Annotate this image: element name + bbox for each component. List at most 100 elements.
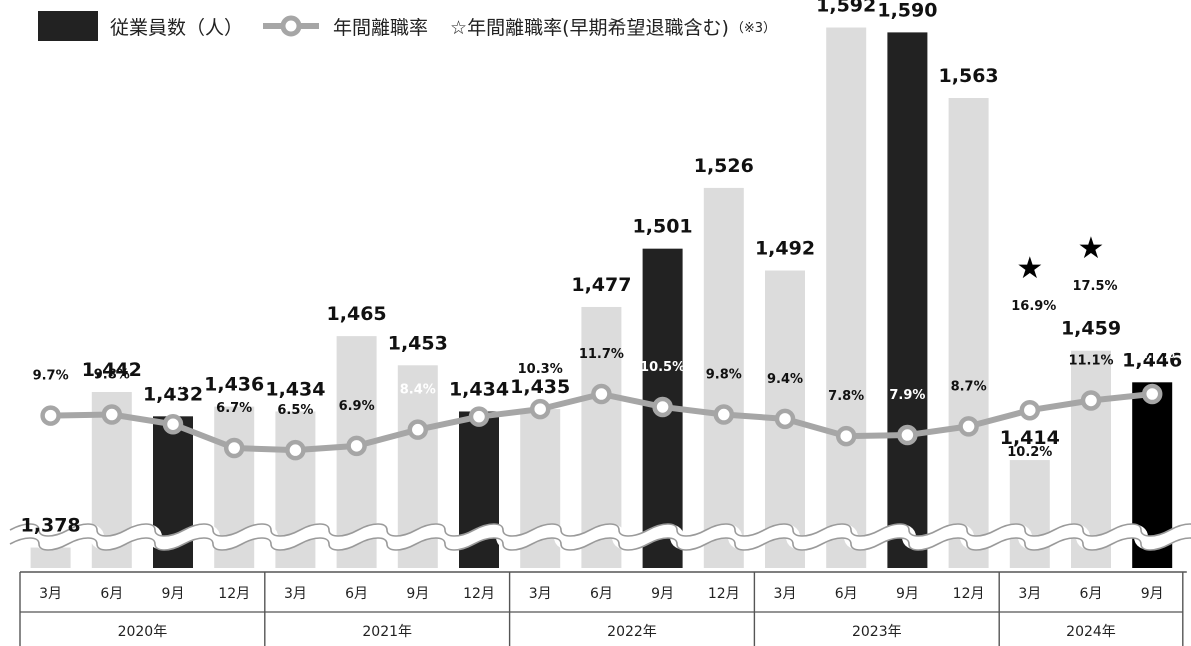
line-value-label: 6.7% [216, 401, 252, 416]
month-tick-label: 9月 [406, 586, 429, 602]
line-value-label: 9.6% [461, 370, 497, 385]
line-point [652, 396, 673, 418]
line-value-label: 7.8% [828, 389, 864, 404]
bar-value-label: 1,436 [204, 374, 264, 396]
line-point [591, 383, 612, 405]
month-tick-label: 3月 [284, 586, 307, 602]
axis-break-line [9, 523, 1191, 537]
line-value-label: 9.7% [33, 369, 69, 384]
year-label: 2020年 [118, 624, 168, 640]
bar [826, 27, 867, 568]
line-point [468, 406, 490, 427]
line-point [407, 419, 429, 440]
line-point [285, 439, 306, 461]
line-value-label: 8.7% [951, 379, 987, 394]
legend-label-turnover-incl: ☆年間離職率(早期希望退職含む) [450, 16, 729, 39]
month-tick-label: 6月 [1080, 586, 1103, 602]
bar [30, 547, 71, 568]
month-tick-label: 6月 [100, 586, 123, 602]
month-tick-label: 12月 [463, 586, 495, 602]
month-tick-label: 12月 [218, 586, 250, 602]
year-label: 2022年 [607, 624, 657, 640]
legend-line-marker-icon [263, 15, 320, 37]
line-point [713, 404, 735, 425]
bar-value-label: 1,592 [816, 0, 876, 17]
bar-value-label: 1,465 [327, 303, 387, 325]
line-point [774, 408, 796, 430]
bar-value-label: 1,446 [1122, 349, 1182, 371]
line-point [897, 424, 918, 446]
bar [703, 187, 744, 568]
line-point [40, 405, 61, 426]
line-value-label: 10.3% [518, 362, 563, 377]
legend-note: （※3） [730, 20, 777, 36]
bar-value-label: 1,590 [877, 0, 937, 21]
star-value-label: 18.3% [1134, 264, 1179, 279]
bar-value-label: 1,563 [939, 65, 999, 87]
line-value-label: 6.5% [277, 403, 313, 418]
axis-break-line [9, 537, 1191, 551]
bar-value-label: 1,477 [571, 274, 631, 296]
bar [887, 32, 928, 568]
line-point [529, 398, 551, 420]
bar-value-label: 1,459 [1061, 318, 1121, 340]
star-icon: ★ [1139, 216, 1166, 251]
line-value-label: 10.2% [1007, 445, 1052, 460]
line-point [1141, 383, 1163, 405]
month-tick-label: 6月 [345, 586, 368, 602]
legend-label-employees: 従業員数（人） [110, 16, 244, 39]
line-value-label: 11.7% [579, 347, 624, 362]
year-label: 2021年 [362, 624, 412, 640]
star-icon: ★ [1016, 251, 1043, 286]
month-tick-label: 12月 [708, 586, 740, 602]
bar-value-label: 1,414 [1000, 427, 1060, 449]
month-tick-label: 12月 [953, 586, 985, 602]
year-label: 2023年 [852, 624, 902, 640]
line-value-label: 10.5% [640, 360, 685, 375]
month-tick-label: 9月 [896, 586, 919, 602]
line-point [101, 404, 123, 425]
line-value-label: 7.9% [889, 388, 925, 403]
bar-value-label: 1,526 [694, 155, 754, 177]
month-tick-label: 9月 [162, 586, 185, 602]
line-value-label: 11.7% [1130, 347, 1175, 362]
line-value-label: 11.1% [1068, 353, 1113, 368]
bar-value-label: 1,442 [82, 359, 142, 381]
star-value-label: 16.9% [1011, 299, 1056, 314]
bar [948, 98, 989, 568]
year-label: 2024年 [1066, 624, 1116, 640]
line-point [162, 413, 184, 435]
bar-value-label: 1,434 [265, 378, 325, 400]
bar-value-label: 1,492 [755, 238, 815, 260]
line-point [835, 425, 857, 447]
month-tick-label: 6月 [835, 586, 858, 602]
month-tick-label: 6月 [590, 586, 613, 602]
axis-break-band [6, 524, 1191, 550]
month-tick-label: 3月 [529, 586, 552, 602]
bar-value-label: 1,501 [633, 216, 693, 238]
bar-value-label: 1,434 [449, 378, 509, 400]
line-value-label: 6.9% [339, 399, 375, 414]
bar-value-label: 1,453 [388, 332, 448, 354]
star-value-label: 17.5% [1072, 279, 1117, 294]
bar [1009, 460, 1050, 568]
legend: 従業員数（人） 年間離職率 ☆年間離職率(早期希望退職含む) （※3） [38, 10, 776, 42]
bar-value-label: 1,432 [143, 383, 203, 405]
line-value-label: 9.8% [94, 368, 130, 383]
bar-value-label: 1,435 [510, 376, 570, 398]
star-icon: ★ [1078, 231, 1105, 266]
legend-label-turnover: 年間離職率 [333, 16, 429, 39]
line-point [958, 416, 979, 437]
bar-value-label: 1,378 [21, 515, 81, 537]
month-tick-label: 3月 [39, 586, 62, 602]
line-value-label: 8.4% [400, 383, 436, 398]
line-point [1019, 399, 1041, 421]
month-tick-label: 3月 [1018, 586, 1041, 602]
line-point [346, 435, 367, 457]
month-tick-label: 3月 [774, 586, 797, 602]
line-value-label: 8.9% [155, 377, 191, 392]
line-value-label: 9.4% [767, 372, 803, 387]
month-tick-label: 9月 [651, 586, 674, 602]
month-tick-label: 9月 [1141, 586, 1164, 602]
